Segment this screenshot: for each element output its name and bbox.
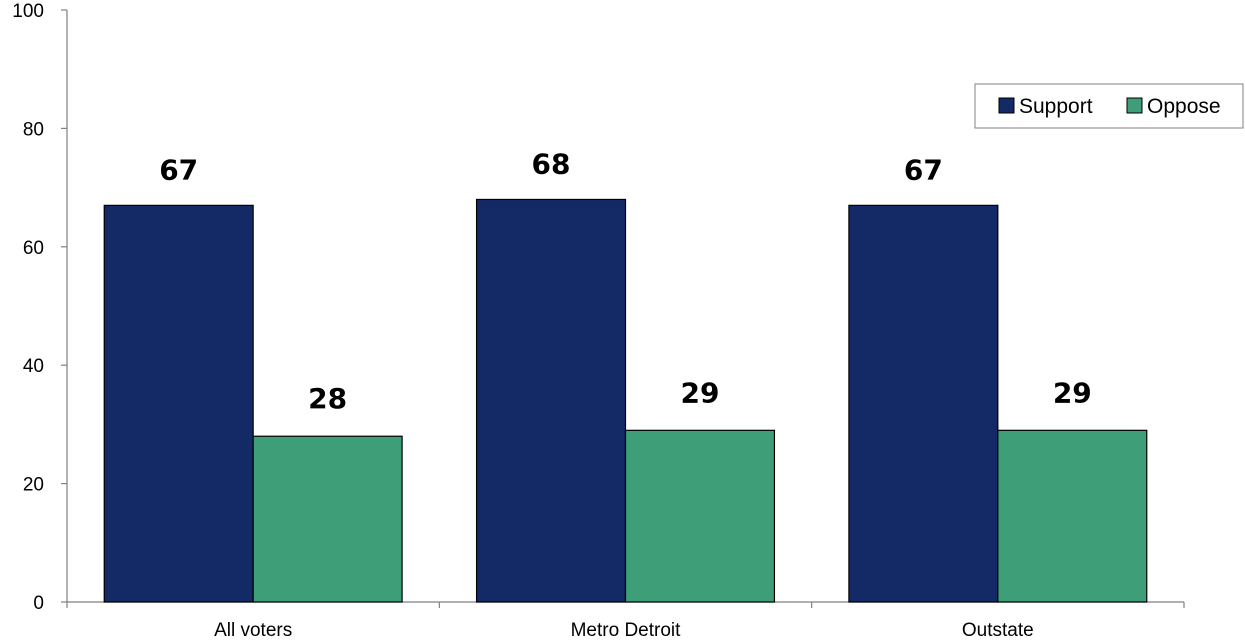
y-tick-label: 60 <box>23 238 44 259</box>
data-label: 28 <box>308 382 347 415</box>
legend-swatch-oppose <box>1126 97 1143 114</box>
data-label: 68 <box>532 147 571 180</box>
x-category-label: All voters <box>214 620 292 641</box>
data-label: 67 <box>904 153 943 186</box>
bar-support <box>103 204 254 603</box>
y-tick-label: 100 <box>12 1 44 22</box>
legend-label-support: Support <box>1019 95 1093 118</box>
y-tick-label: 40 <box>23 356 44 377</box>
bars <box>103 198 1148 603</box>
legend-label-oppose: Oppose <box>1147 95 1221 118</box>
x-category-label: Metro Detroit <box>571 620 682 641</box>
data-label: 67 <box>159 153 198 186</box>
legend-swatch-support <box>998 97 1015 114</box>
y-tick-label: 20 <box>23 475 44 496</box>
bar-oppose <box>252 435 403 603</box>
bar-oppose <box>624 429 776 603</box>
data-labels: 67 28 68 29 67 29 <box>159 147 1092 415</box>
legend: Support Oppose <box>974 83 1244 129</box>
data-label: 29 <box>1053 376 1092 409</box>
data-label: 29 <box>680 376 719 409</box>
x-category-label: Outstate <box>962 620 1034 641</box>
y-tick-label: 0 <box>33 593 44 614</box>
bar-support <box>848 204 999 603</box>
bar-oppose <box>997 429 1148 603</box>
bar-support <box>475 198 627 603</box>
y-tick-label: 80 <box>23 119 44 140</box>
legend-box <box>974 83 1244 129</box>
